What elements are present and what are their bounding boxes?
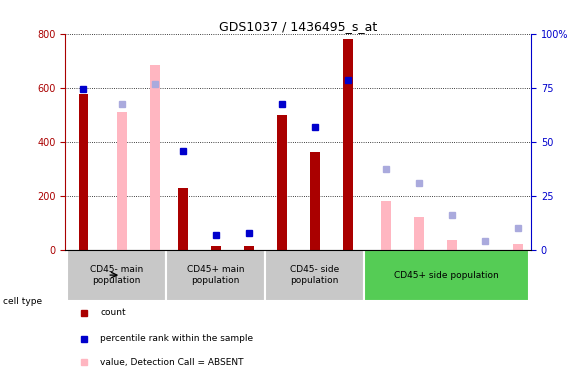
Bar [178, 188, 187, 250]
Text: CD45+ main
population: CD45+ main population [187, 266, 244, 285]
Text: CD45+ side population: CD45+ side population [394, 271, 499, 280]
Bar [381, 201, 391, 250]
Text: CD45- main
population: CD45- main population [90, 266, 143, 285]
Title: GDS1037 / 1436495_s_at: GDS1037 / 1436495_s_at [219, 20, 377, 33]
Bar [513, 244, 523, 250]
Bar [448, 240, 457, 250]
Text: value, Detection Call = ABSENT: value, Detection Call = ABSENT [101, 358, 244, 367]
Bar [364, 250, 529, 301]
Bar [78, 94, 89, 250]
Bar [343, 39, 353, 250]
Bar [277, 115, 287, 250]
Text: percentile rank within the sample: percentile rank within the sample [101, 334, 253, 343]
Text: count: count [101, 308, 126, 317]
Bar [117, 112, 127, 250]
Text: cell type: cell type [3, 297, 42, 306]
Bar [414, 217, 424, 250]
Bar [211, 246, 220, 250]
Bar [310, 153, 320, 250]
Bar [67, 250, 166, 301]
Text: CD45- side
population: CD45- side population [290, 266, 339, 285]
Bar [265, 250, 364, 301]
Bar [166, 250, 265, 301]
Bar [150, 65, 160, 250]
Bar [244, 246, 253, 250]
